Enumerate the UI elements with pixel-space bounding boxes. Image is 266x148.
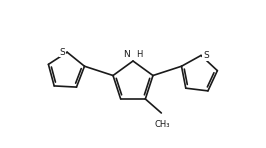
- Text: S: S: [203, 51, 209, 60]
- Text: CH₃: CH₃: [155, 120, 170, 129]
- Text: N: N: [123, 49, 130, 58]
- Text: S: S: [59, 48, 65, 57]
- Text: H: H: [136, 49, 142, 58]
